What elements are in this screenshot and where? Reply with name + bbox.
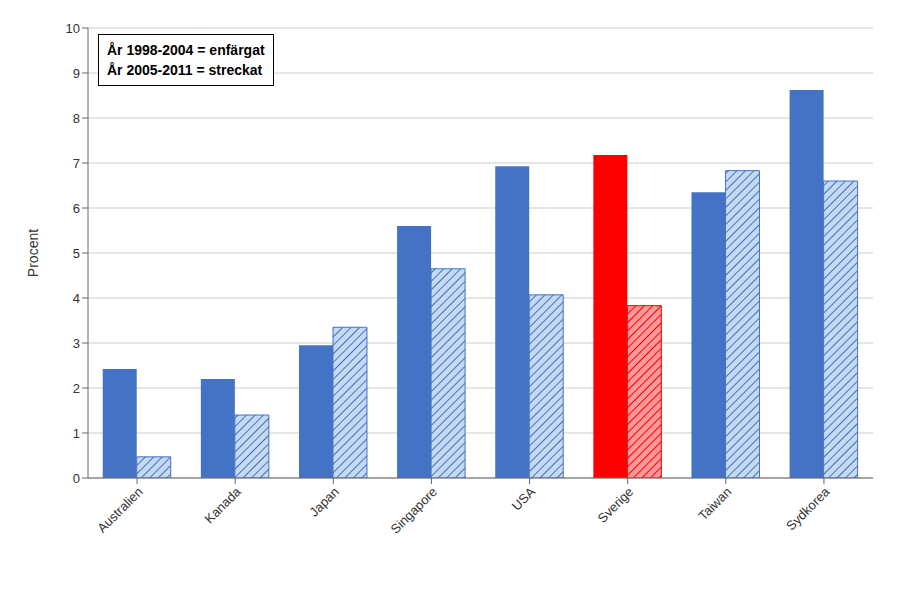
svg-text:Kanada: Kanada <box>202 484 245 527</box>
svg-text:9: 9 <box>73 66 80 81</box>
svg-text:2: 2 <box>73 381 80 396</box>
svg-text:7: 7 <box>73 156 80 171</box>
svg-text:Singapore: Singapore <box>388 484 441 537</box>
svg-text:0: 0 <box>73 471 80 486</box>
svg-text:Taiwan: Taiwan <box>695 484 734 523</box>
svg-text:1: 1 <box>73 426 80 441</box>
svg-text:Japan: Japan <box>306 484 342 520</box>
svg-text:10: 10 <box>66 21 80 36</box>
html-text:År 2005-2011 = streckat: År 2005-2011 = streckat <box>107 62 263 78</box>
svg-text:Procent: Procent <box>25 229 41 277</box>
svg-text:6: 6 <box>73 201 80 216</box>
svg-text:8: 8 <box>73 111 80 126</box>
html-text:År 1998-2004 = enfärgat: År 1998-2004 = enfärgat <box>107 42 265 58</box>
svg-text:Sverige: Sverige <box>595 484 637 526</box>
svg-text:USA: USA <box>509 484 539 514</box>
svg-text:4: 4 <box>73 291 80 306</box>
svg-text:Sydkorea: Sydkorea <box>783 483 833 533</box>
svg-text:3: 3 <box>73 336 80 351</box>
svg-text:5: 5 <box>73 246 80 261</box>
svg-text:Australien: Australien <box>94 484 145 535</box>
